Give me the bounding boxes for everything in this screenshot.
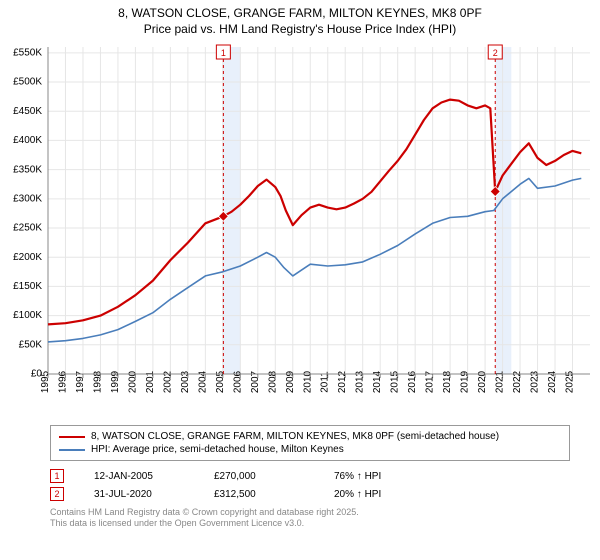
legend: 8, WATSON CLOSE, GRANGE FARM, MILTON KEY… (50, 425, 570, 461)
marker-delta: 20% ↑ HPI (334, 489, 424, 500)
attribution-line: Contains HM Land Registry data © Crown c… (50, 507, 570, 518)
marker-delta: 76% ↑ HPI (334, 471, 424, 482)
svg-text:£150K: £150K (13, 281, 42, 292)
svg-text:1: 1 (221, 48, 226, 58)
marker-price: £270,000 (214, 471, 304, 482)
legend-swatch (59, 449, 85, 451)
chart-container: 8, WATSON CLOSE, GRANGE FARM, MILTON KEY… (0, 0, 600, 560)
chart-svg: £0£50K£100K£150K£200K£250K£300K£350K£400… (0, 39, 600, 419)
chart-plot: £0£50K£100K£150K£200K£250K£300K£350K£400… (0, 39, 600, 419)
marker-badge: 2 (50, 487, 64, 501)
svg-text:£450K: £450K (13, 106, 42, 117)
marker-badge: 1 (50, 469, 64, 483)
chart-title: 8, WATSON CLOSE, GRANGE FARM, MILTON KEY… (0, 0, 600, 39)
svg-text:£300K: £300K (13, 194, 42, 205)
legend-item: 8, WATSON CLOSE, GRANGE FARM, MILTON KEY… (59, 430, 561, 443)
marker-row: 1 12-JAN-2005 £270,000 76% ↑ HPI (50, 467, 570, 485)
sale-markers-table: 1 12-JAN-2005 £270,000 76% ↑ HPI 2 31-JU… (50, 467, 570, 503)
svg-text:£100K: £100K (13, 310, 42, 321)
svg-text:£550K: £550K (13, 48, 42, 59)
legend-swatch (59, 436, 85, 438)
marker-date: 12-JAN-2005 (94, 471, 184, 482)
marker-row: 2 31-JUL-2020 £312,500 20% ↑ HPI (50, 485, 570, 503)
svg-text:£500K: £500K (13, 77, 42, 88)
svg-text:2: 2 (493, 48, 498, 58)
svg-text:£350K: £350K (13, 164, 42, 175)
attribution: Contains HM Land Registry data © Crown c… (50, 507, 570, 530)
legend-item: HPI: Average price, semi-detached house,… (59, 443, 561, 456)
legend-label: HPI: Average price, semi-detached house,… (91, 444, 344, 455)
legend-label: 8, WATSON CLOSE, GRANGE FARM, MILTON KEY… (91, 431, 499, 442)
attribution-line: This data is licensed under the Open Gov… (50, 518, 570, 529)
svg-text:£400K: £400K (13, 135, 42, 146)
marker-price: £312,500 (214, 489, 304, 500)
marker-date: 31-JUL-2020 (94, 489, 184, 500)
svg-text:£250K: £250K (13, 223, 42, 234)
title-line-1: 8, WATSON CLOSE, GRANGE FARM, MILTON KEY… (8, 6, 592, 22)
svg-text:£200K: £200K (13, 252, 42, 263)
svg-text:£50K: £50K (19, 340, 43, 351)
title-line-2: Price paid vs. HM Land Registry's House … (8, 22, 592, 38)
